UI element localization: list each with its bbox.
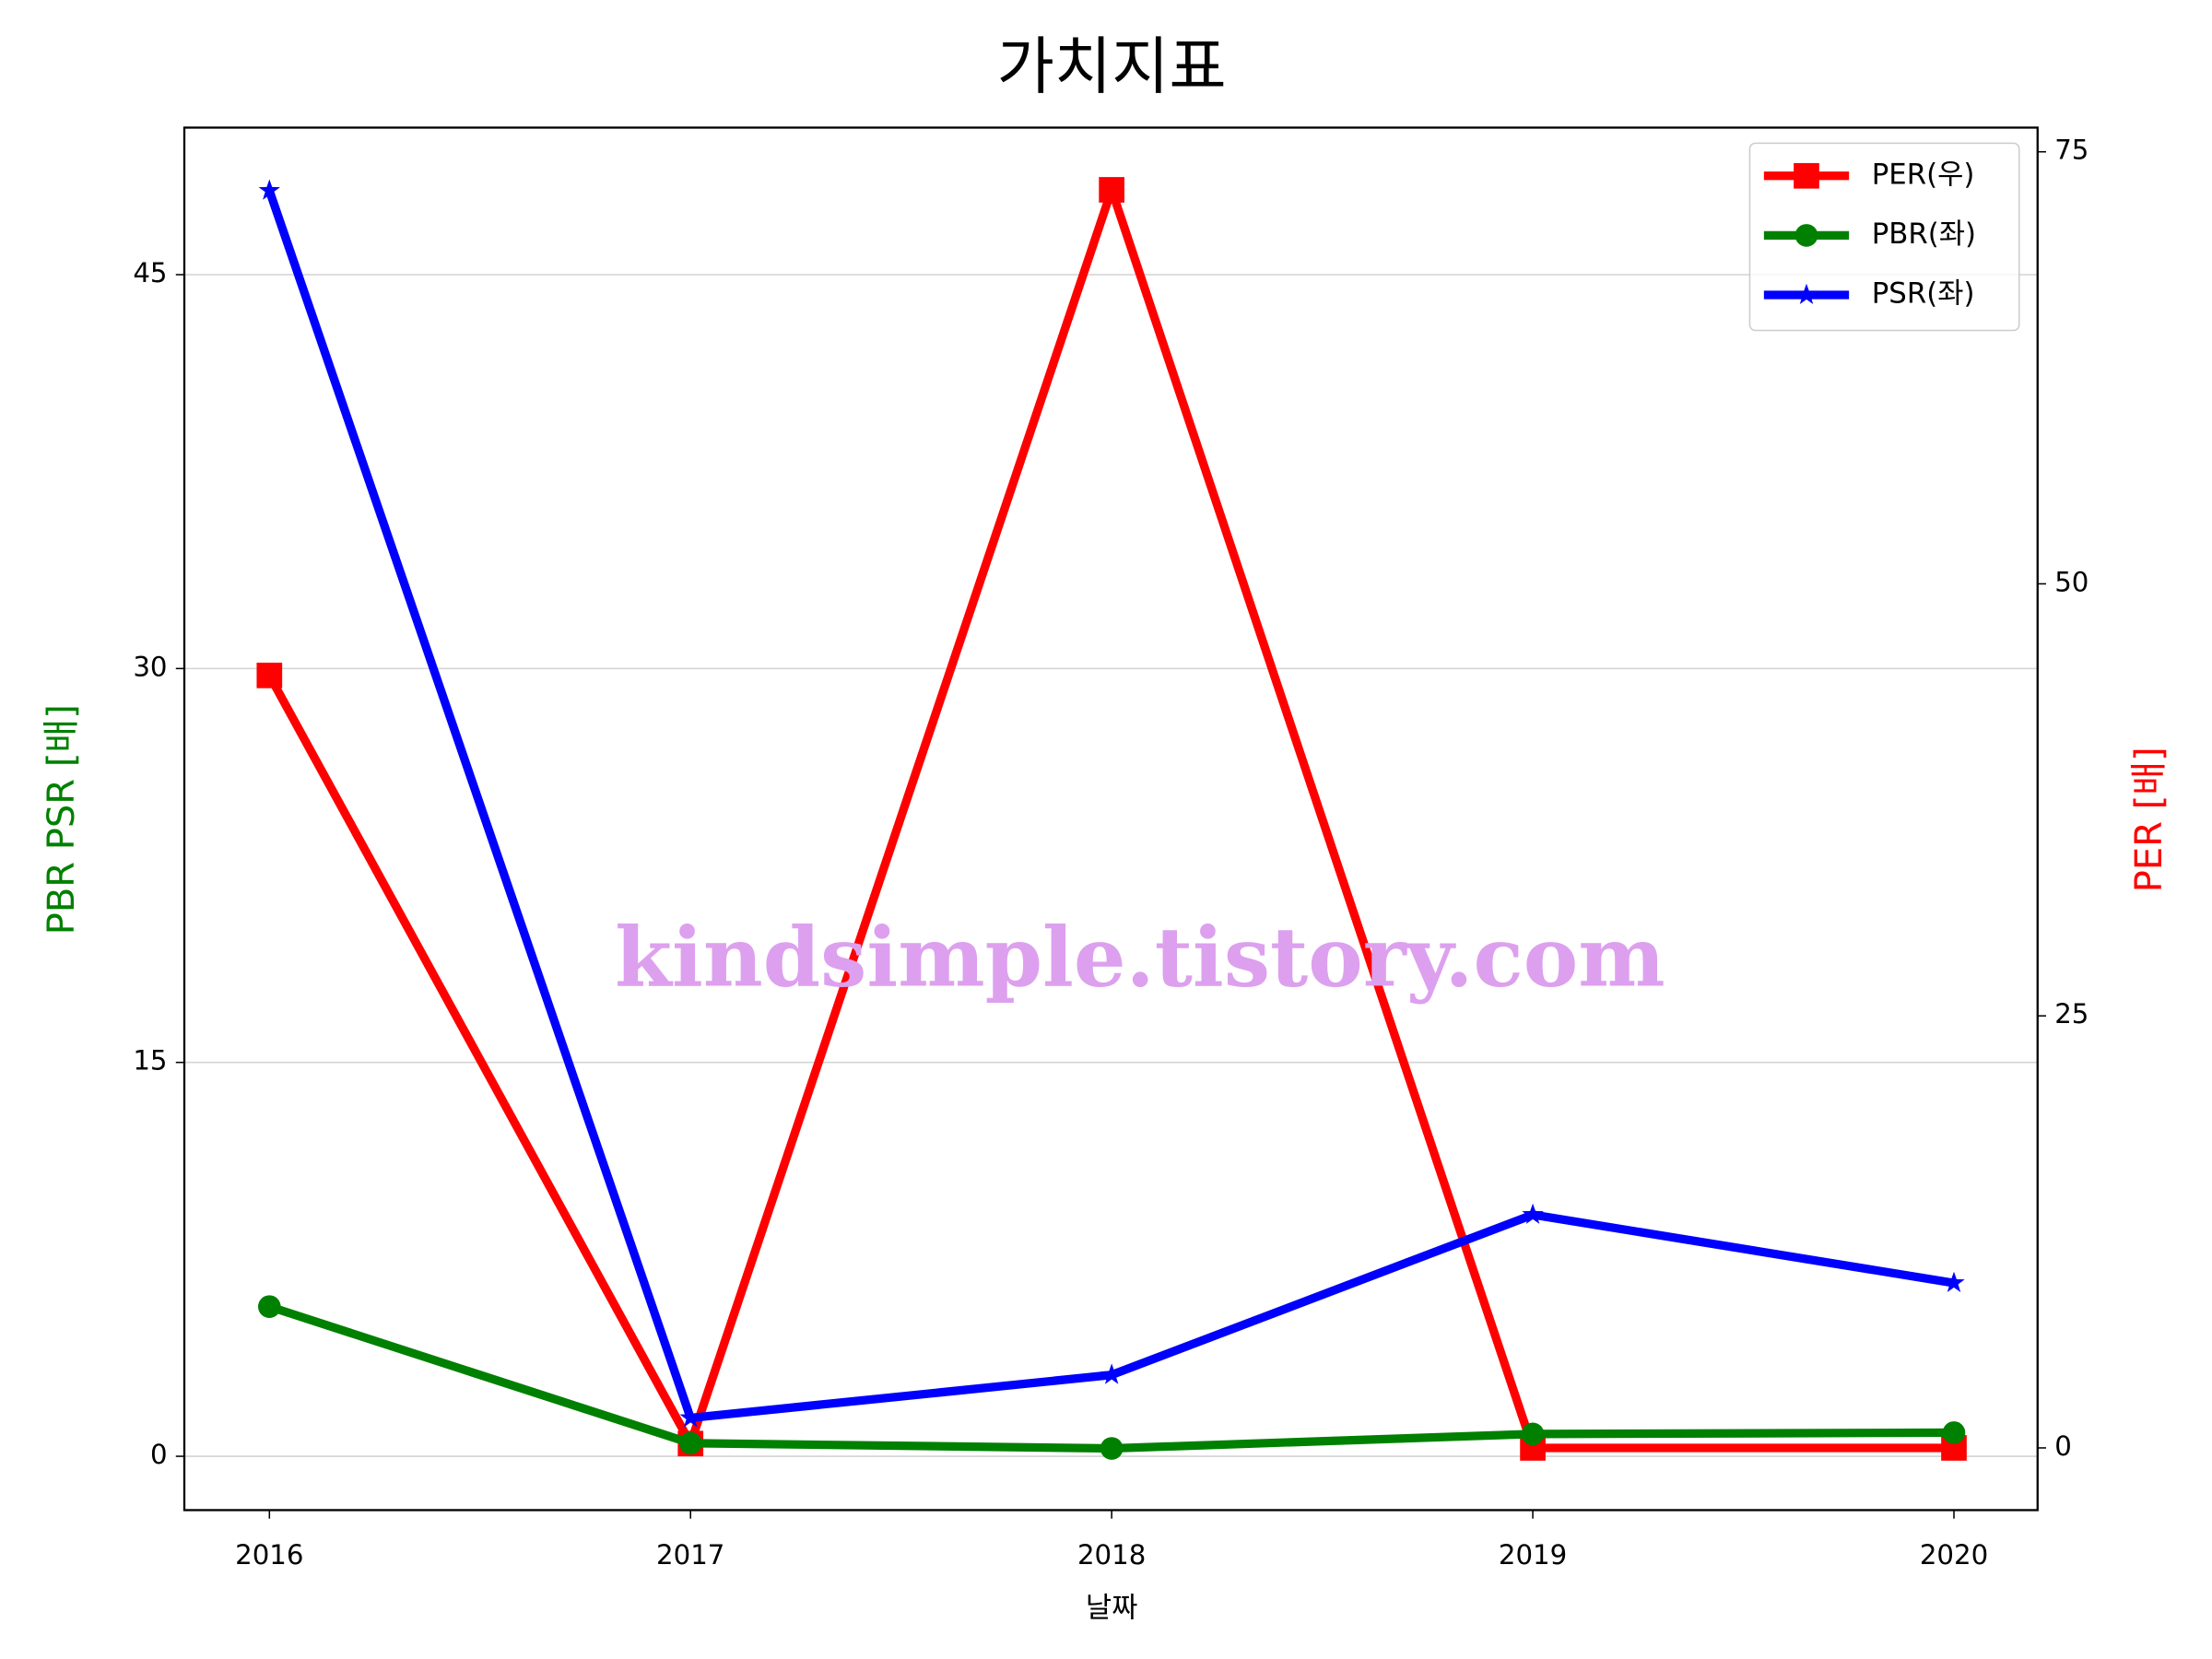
y2-tick-label: 25 — [2054, 998, 2088, 1030]
legend-label: PSR(좌) — [1872, 277, 1975, 311]
legend-label: PER(우) — [1872, 158, 1975, 191]
marker — [256, 662, 283, 688]
x-tick-label: 2019 — [1499, 1539, 1567, 1571]
marker — [1100, 1437, 1124, 1460]
y-tick-label: 15 — [133, 1045, 167, 1077]
watermark: kindsimple.tistory.com — [615, 910, 1665, 1006]
y-tick-label: 45 — [133, 257, 167, 288]
legend-marker — [1794, 162, 1819, 189]
x-tick-label: 2016 — [235, 1539, 303, 1571]
marker — [678, 1431, 702, 1455]
legend-marker — [1794, 224, 1818, 247]
y2-axis-label: PER [배] — [2128, 747, 2171, 892]
marker — [258, 1295, 281, 1318]
marker — [1943, 1271, 1965, 1292]
marker — [1100, 1363, 1123, 1384]
y2-tick-label: 0 — [2054, 1430, 2072, 1462]
y2-tick-label: 50 — [2054, 566, 2088, 597]
chart-title: 가치지표 — [997, 29, 1227, 102]
y2-tick-label: 75 — [2054, 135, 2088, 166]
legend-marker — [1795, 283, 1818, 304]
legend-label: PBR(좌) — [1872, 218, 1976, 251]
y-tick-label: 30 — [133, 651, 167, 682]
y-tick-label: 0 — [150, 1439, 168, 1470]
x-tick-label: 2018 — [1077, 1539, 1146, 1571]
marker — [1942, 1421, 1966, 1444]
marker — [1099, 177, 1124, 203]
plot-frame — [182, 126, 2039, 1512]
x-axis-label: 날짜 — [1086, 1592, 1138, 1625]
legend-box — [1748, 142, 2020, 332]
marker — [1521, 1422, 1545, 1446]
x-tick-label: 2017 — [656, 1539, 724, 1571]
marker — [679, 1406, 701, 1428]
x-tick-label: 2020 — [1920, 1539, 1988, 1571]
y-axis-label: PBR PSR [배] — [41, 704, 83, 935]
marker — [258, 179, 280, 200]
marker — [1522, 1203, 1544, 1224]
